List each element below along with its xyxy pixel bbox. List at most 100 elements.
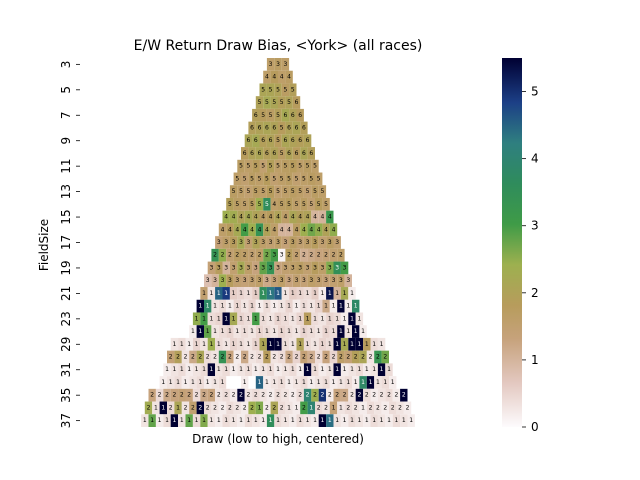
heatmap-cell [215, 287, 223, 300]
cell-value-label: 1 [320, 366, 324, 373]
y-tick-label: 29 [59, 337, 73, 352]
heatmap-cell [326, 210, 334, 224]
cell-value-label: 3 [258, 277, 262, 284]
heatmap-cell [181, 401, 190, 415]
cell-value-label: 1 [295, 303, 299, 310]
cell-value-label: 3 [206, 277, 210, 284]
heatmap-cell [344, 325, 352, 338]
heatmap-cell [229, 388, 238, 402]
heatmap-cell [211, 248, 219, 262]
heatmap-cell [270, 274, 278, 288]
heatmap-cell [229, 363, 238, 377]
cell-value-label: 5 [232, 188, 236, 195]
heatmap-cell [370, 388, 378, 402]
heatmap-cell [263, 121, 271, 135]
cell-value-label: 1 [335, 417, 339, 424]
cell-value-label: 1 [298, 366, 302, 373]
heatmap-cell [303, 159, 312, 173]
heatmap-cell [315, 325, 323, 338]
heatmap-cell [315, 274, 323, 288]
heatmap-cell [303, 414, 312, 427]
cell-value-label: 1 [243, 328, 247, 335]
cell-value-label: 1 [365, 341, 369, 348]
heatmap-cell [289, 210, 297, 224]
cell-value-label: 1 [172, 341, 176, 348]
heatmap-cell [244, 287, 253, 300]
cell-value-label: 1 [154, 404, 158, 411]
cell-value-label: 5 [276, 188, 280, 195]
cell-value-label: 4 [265, 74, 269, 81]
cell-value-label: 1 [328, 290, 332, 297]
heatmap-cell [340, 363, 349, 377]
cell-value-label: 2 [213, 252, 217, 259]
heatmap-cell [181, 376, 190, 389]
heatmap-cell [340, 312, 349, 326]
cell-value-label: 2 [320, 392, 324, 399]
heatmap-cell [285, 70, 293, 84]
heatmap-cell [289, 159, 297, 173]
cell-value-label: 6 [309, 150, 313, 157]
heatmap-cell [385, 388, 393, 402]
cell-value-label: 5 [287, 201, 291, 208]
heatmap-cell [266, 83, 275, 97]
cell-value-label: 4 [328, 214, 332, 221]
heatmap-cell [307, 223, 315, 237]
cell-value-label: 6 [265, 150, 269, 157]
heatmap-cell [311, 337, 319, 351]
cell-value-label: 2 [343, 392, 347, 399]
heatmap-cell [255, 121, 264, 135]
heatmap-cell [281, 312, 290, 326]
cell-value-label: 1 [409, 417, 413, 424]
heatmap-cell [181, 350, 190, 364]
heatmap-cell [196, 376, 204, 389]
heatmap-cell [222, 261, 230, 275]
heatmap-cell [237, 185, 245, 198]
cell-value-label: 1 [380, 341, 384, 348]
cell-value-label: 2 [398, 404, 402, 411]
cell-value-label: 5 [243, 201, 247, 208]
cell-value-label: 1 [217, 417, 221, 424]
cell-value-label: 1 [328, 315, 332, 322]
heatmap-cell [196, 350, 204, 364]
heatmap-cell [318, 261, 327, 275]
cell-value-label: 1 [280, 328, 284, 335]
cell-value-label: 1 [295, 328, 299, 335]
cell-value-label: 4 [287, 226, 291, 233]
heatmap-cell [278, 70, 286, 84]
cell-value-label: 2 [361, 354, 365, 361]
heatmap-cell [252, 159, 260, 173]
cell-value-label: 1 [354, 328, 358, 335]
heatmap-cell [266, 363, 275, 377]
heatmap-cell [315, 172, 323, 186]
heatmap-cell [270, 121, 278, 135]
heatmap-cell [255, 325, 264, 338]
heatmap-cell [392, 414, 401, 427]
heatmap-cell [196, 325, 204, 338]
cell-value-label: 1 [161, 404, 165, 411]
heatmap-cell [255, 350, 264, 364]
cell-value-label: 5 [272, 175, 276, 182]
cell-value-label: 1 [350, 341, 354, 348]
cell-value-label: 5 [261, 86, 265, 93]
cell-value-label: 5 [291, 188, 295, 195]
cell-value-label: 1 [187, 366, 191, 373]
heatmap-cell [300, 274, 308, 288]
heatmap-cell [311, 210, 319, 224]
cell-value-label: 3 [261, 239, 265, 246]
heatmap-cell [155, 414, 164, 427]
cell-value-label: 1 [172, 366, 176, 373]
cell-value-label: 5 [324, 201, 328, 208]
cell-value-label: 4 [287, 74, 291, 81]
heatmap-cell [218, 325, 227, 338]
heatmap-cell [259, 108, 267, 122]
heatmap-cell [303, 236, 312, 249]
cell-value-label: 5 [269, 86, 273, 93]
cell-value-label: 2 [180, 392, 184, 399]
heatmap-cell [374, 401, 382, 415]
heatmap-cell [244, 210, 253, 224]
heatmap-cell [244, 159, 253, 173]
cell-value-label: 1 [302, 303, 306, 310]
cell-value-label: 4 [272, 74, 276, 81]
heatmap-cell [318, 363, 327, 377]
cell-value-label: 2 [269, 392, 273, 399]
